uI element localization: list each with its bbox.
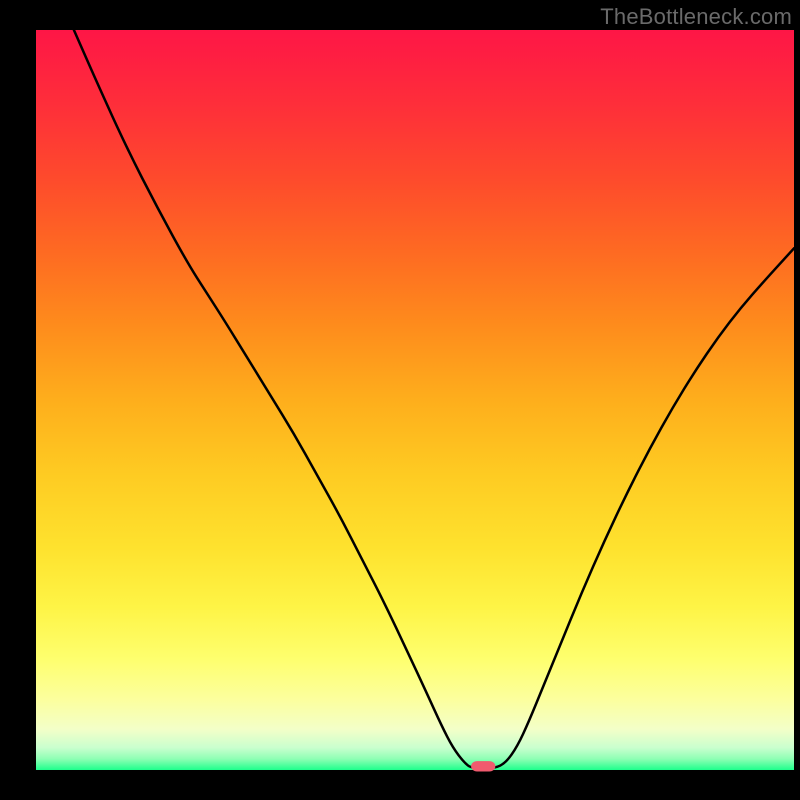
optimal-marker [471, 761, 495, 771]
bottleneck-chart [0, 0, 800, 800]
chart-container: TheBottleneck.com [0, 0, 800, 800]
plot-area [36, 30, 794, 770]
watermark-text: TheBottleneck.com [600, 4, 792, 30]
